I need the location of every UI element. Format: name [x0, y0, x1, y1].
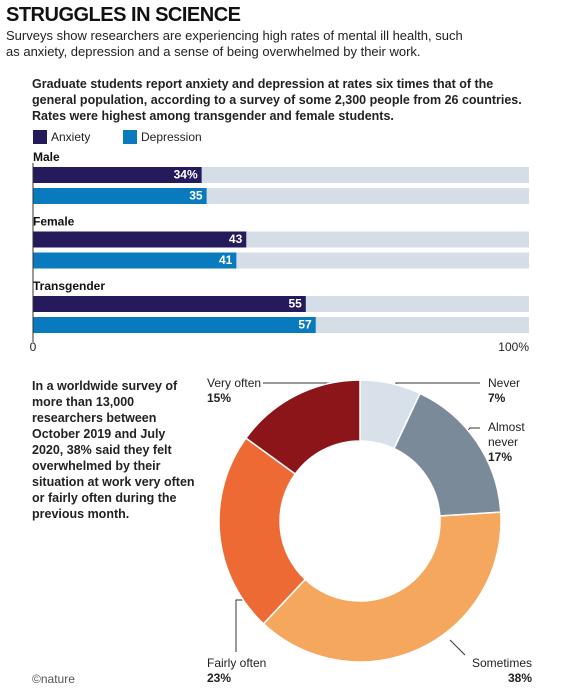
value-label: 41 — [219, 253, 233, 267]
value-label: 15% — [207, 391, 232, 405]
slice-label: Almost never 17% — [488, 420, 558, 465]
bar — [33, 317, 316, 333]
bar — [33, 231, 247, 248]
slice-label: Sometimes 38% — [440, 656, 532, 686]
category-label: Fairly often — [207, 656, 267, 670]
slice-label: Very often 15% — [207, 376, 307, 406]
value-label: 35 — [189, 189, 203, 203]
value-label: 55 — [288, 297, 302, 311]
value-label: 23% — [207, 671, 232, 685]
bar — [33, 252, 237, 269]
chart-title: Graduate students report anxiety and dep… — [32, 77, 522, 123]
credit: ©nature — [32, 672, 75, 686]
legend-label: Depression — [141, 130, 202, 144]
value-label: 38% — [507, 671, 532, 685]
legend-swatch — [33, 130, 47, 144]
category-label: Almost never — [488, 420, 525, 449]
donut-slice — [218, 437, 307, 625]
category-label: Male — [33, 150, 60, 164]
category-label: Female — [33, 215, 75, 229]
bar — [33, 296, 306, 312]
title: STRUGGLES IN SCIENCE — [6, 4, 241, 26]
donut-slice — [244, 379, 361, 476]
slice-label: Never 7% — [488, 376, 558, 406]
value-label: 43 — [229, 232, 243, 246]
category-label: Transgender — [33, 279, 105, 293]
annotation: In a worldwide survey of more than 13,00… — [32, 379, 195, 521]
value-label: 57 — [298, 318, 312, 332]
value-label: 34% — [174, 168, 198, 182]
value-label: 17% — [488, 450, 513, 464]
legend-label: Anxiety — [51, 130, 90, 144]
donut-slice — [262, 511, 502, 663]
bar — [33, 167, 202, 183]
value-label: 7% — [488, 391, 506, 405]
category-label: Sometimes — [471, 656, 532, 670]
x-tick-label: 0 — [30, 340, 37, 354]
bar — [33, 188, 207, 204]
category-label: Never — [488, 376, 521, 390]
subtitle: Surveys show researchers are experiencin… — [6, 28, 463, 59]
legend-swatch — [123, 130, 137, 144]
category-label: Very often — [207, 376, 262, 390]
x-tick-label: 100% — [498, 340, 529, 354]
slice-label: Fairly often 23% — [207, 656, 307, 686]
